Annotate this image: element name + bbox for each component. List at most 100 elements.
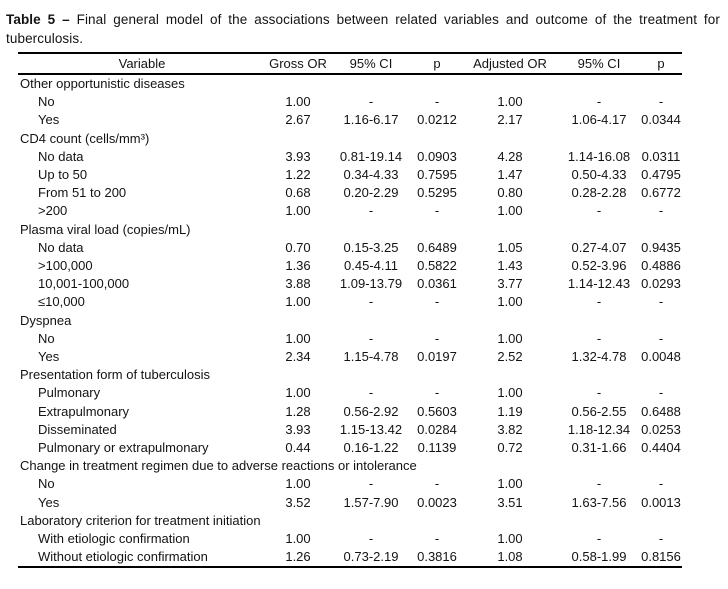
table-row: No 1.00 - - 1.00 - - bbox=[18, 93, 682, 111]
value-cell: 2.17 bbox=[497, 112, 523, 128]
table-row: Up to 50 1.22 0.34-4.33 0.7595 1.47 0.50-4.33… bbox=[18, 166, 682, 184]
value-cell: - bbox=[596, 330, 602, 346]
variable-cell: Yes bbox=[38, 112, 60, 128]
table-caption: Table 5 – Final general model of the ass… bbox=[0, 0, 728, 48]
value-cell: 1.14-16.08 bbox=[567, 148, 631, 164]
table-row: Yes 2.34 1.15-4.78 0.0197 2.52 1.32-4.78 0.004… bbox=[18, 348, 682, 366]
variable-cell: Yes bbox=[38, 494, 60, 510]
table-row: Disseminated 3.93 1.15-13.42 0.0284 3.82 1.18… bbox=[18, 421, 682, 439]
value-cell: - bbox=[368, 476, 374, 492]
value-cell: 1.26 bbox=[266, 548, 330, 569]
value-cell: 1.00 bbox=[285, 385, 311, 401]
value-cell: - bbox=[368, 330, 374, 346]
value-cell: 1.63-7.56 bbox=[571, 494, 627, 510]
value-cell: - bbox=[368, 203, 374, 219]
value-cell: 0.9435 bbox=[641, 239, 681, 255]
value-cell: - bbox=[434, 476, 440, 492]
table-row: Extrapulmonary 1.28 0.56-2.92 0.5603 1.19 0.5… bbox=[18, 403, 682, 421]
value-cell: 1.18-12.34 bbox=[567, 421, 631, 437]
value-cell: 1.14-12.43 bbox=[567, 276, 631, 292]
value-cell: 1.00 bbox=[497, 385, 523, 401]
value-cell: 1.00 bbox=[497, 330, 523, 346]
value-cell: 0.0361 bbox=[417, 276, 457, 292]
value-cell: 2.52 bbox=[497, 349, 523, 365]
variable-cell: Without etiologic confirmation bbox=[18, 548, 266, 569]
value-cell: 1.00 bbox=[497, 94, 523, 110]
variable-cell: No bbox=[38, 476, 55, 492]
table-body: Other opportunistic diseases No 1.00 - - 1.00… bbox=[18, 74, 682, 569]
value-cell: - bbox=[596, 294, 602, 310]
value-cell: 0.68 bbox=[285, 185, 311, 201]
table-row: Yes 3.52 1.57-7.90 0.0023 3.51 1.63-7.56 0.001… bbox=[18, 494, 682, 512]
value-cell: - bbox=[596, 94, 602, 110]
value-cell: 1.19 bbox=[497, 403, 523, 419]
variable-cell: Yes bbox=[38, 349, 60, 365]
value-cell: - bbox=[434, 203, 440, 219]
value-cell: 1.28 bbox=[285, 403, 311, 419]
value-cell: 2.34 bbox=[285, 349, 311, 365]
table-row: From 51 to 200 0.68 0.20-2.29 0.5295 0.80 0.2… bbox=[18, 184, 682, 202]
variable-cell: >100,000 bbox=[38, 258, 93, 274]
variable-cell: Up to 50 bbox=[38, 167, 88, 183]
variable-cell: ≤10,000 bbox=[38, 294, 85, 310]
section-header: Other opportunistic diseases bbox=[20, 76, 185, 91]
value-cell: 0.27-4.07 bbox=[571, 239, 627, 255]
variable-cell: From 51 to 200 bbox=[38, 185, 127, 201]
value-cell: 1.00 bbox=[497, 203, 523, 219]
value-cell: - bbox=[596, 531, 602, 547]
variable-cell: Extrapulmonary bbox=[38, 403, 130, 419]
value-cell: 1.00 bbox=[497, 294, 523, 310]
table-row: With etiologic confirmation 1.00 - - 1.00 - - bbox=[18, 530, 682, 548]
table-row: No 1.00 - - 1.00 - - bbox=[18, 475, 682, 493]
value-cell: 0.44 bbox=[285, 440, 311, 456]
value-cell: 1.00 bbox=[497, 476, 523, 492]
value-cell: 0.70 bbox=[285, 239, 311, 255]
header-row: Variable Gross OR 95% CI p Adjusted OR 9… bbox=[18, 52, 682, 75]
value-cell: 3.93 bbox=[285, 148, 311, 164]
table-row: Without etiologic confirmation 1.26 0.73-2… bbox=[18, 548, 682, 569]
variable-cell: No bbox=[38, 94, 55, 110]
value-cell: 1.00 bbox=[497, 531, 523, 547]
value-cell: 0.0344 bbox=[641, 112, 681, 128]
value-cell: - bbox=[658, 94, 664, 110]
table-row: No data 0.70 0.15-3.25 0.6489 1.05 0.27-4.07 0… bbox=[18, 239, 682, 257]
value-cell: - bbox=[658, 330, 664, 346]
value-cell: 1.05 bbox=[497, 239, 523, 255]
table-row: Yes 2.67 1.16-6.17 0.0212 2.17 1.06-4.17 0.034… bbox=[18, 111, 682, 129]
table-row: Pulmonary 1.00 - - 1.00 - - bbox=[18, 384, 682, 402]
col-header-adjusted-p: p bbox=[640, 52, 682, 75]
value-cell: 0.4795 bbox=[641, 167, 681, 183]
value-cell: - bbox=[596, 385, 602, 401]
value-cell: 0.73-2.19 bbox=[330, 548, 412, 569]
variable-cell: >200 bbox=[38, 203, 68, 219]
value-cell: 0.15-3.25 bbox=[343, 239, 399, 255]
value-cell: 0.28-2.28 bbox=[571, 185, 627, 201]
value-cell: - bbox=[434, 94, 440, 110]
value-cell: 3.82 bbox=[497, 421, 523, 437]
table-row: Pulmonary or extrapulmonary 0.44 0.16-1.22… bbox=[18, 439, 682, 457]
variable-cell: Pulmonary or extrapulmonary bbox=[38, 440, 209, 456]
value-cell: - bbox=[658, 385, 664, 401]
section-row: Dyspnea bbox=[18, 312, 682, 330]
value-cell: - bbox=[596, 203, 602, 219]
section-row: CD4 count (cells/mm³) bbox=[18, 130, 682, 148]
value-cell: 1.32-4.78 bbox=[571, 349, 627, 365]
value-cell: - bbox=[368, 294, 374, 310]
section-row: Presentation form of tuberculosis bbox=[18, 366, 682, 384]
value-cell: 3.52 bbox=[285, 494, 311, 510]
value-cell: - bbox=[368, 94, 374, 110]
col-header-gross-or: Gross OR bbox=[266, 52, 330, 75]
value-cell: - bbox=[596, 476, 602, 492]
variable-cell: No bbox=[38, 330, 55, 346]
value-cell: 1.22 bbox=[285, 167, 311, 183]
value-cell: 3.77 bbox=[497, 276, 523, 292]
value-cell: 1.08 bbox=[462, 548, 558, 569]
value-cell: 0.0048 bbox=[641, 349, 681, 365]
value-cell: 0.0013 bbox=[641, 494, 681, 510]
value-cell: - bbox=[368, 531, 374, 547]
value-cell: 0.80 bbox=[497, 185, 523, 201]
value-cell: 0.0197 bbox=[417, 349, 457, 365]
variable-cell: Pulmonary bbox=[38, 385, 101, 401]
value-cell: 0.56-2.55 bbox=[571, 403, 627, 419]
